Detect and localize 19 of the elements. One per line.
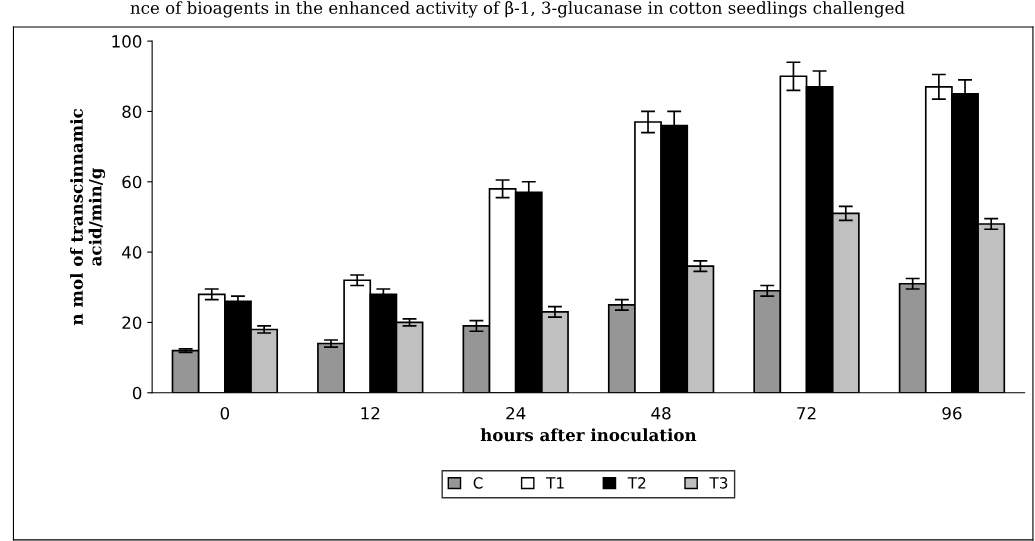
legend-label: T2 [627,477,646,489]
y-tick-label: 80 [122,105,142,119]
y-tick-label: 60 [122,175,142,189]
y-tick-label: 100 [112,35,142,48]
x-axis-title: hours after inoculation [480,428,697,442]
y-tick-label: 40 [122,246,142,259]
y-axis-title: n mol of transcinnamic acid/min/g [70,109,106,326]
legend-label: T3 [709,477,728,489]
x-tick-label: 72 [797,406,816,420]
x-tick-label: 12 [361,406,380,420]
x-tick-label: 0 [220,406,230,420]
y-tick-label: 20 [122,316,142,330]
chart-title: nce of bioagents in the enhanced activity of β-1, 3-glucanase in cotton seedlings challenged [130,1,905,18]
legend-label: T1 [546,477,564,489]
y-tick-label: 0 [132,386,142,400]
x-tick-label: 48 [651,406,671,420]
x-tick-label: 96 [942,406,962,420]
legend-label: C [473,477,483,489]
x-tick-label: 24 [506,406,526,420]
